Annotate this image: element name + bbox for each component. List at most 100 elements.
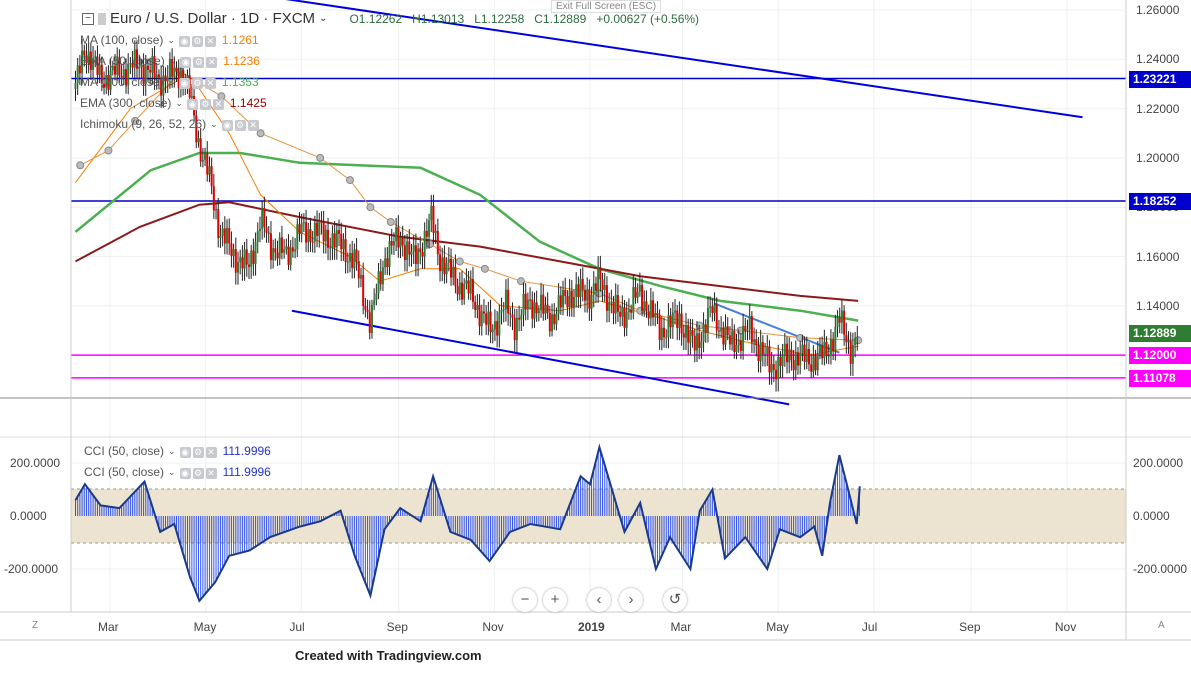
candle — [272, 248, 275, 261]
indicator-label[interactable]: EMA (300, close) — [80, 96, 172, 110]
candle — [309, 229, 312, 242]
close-icon[interactable]: ✕ — [212, 99, 224, 110]
reset-chart-button[interactable]: ↺ — [663, 588, 687, 612]
trendline[interactable] — [291, 309, 790, 406]
collapse-icon[interactable]: − — [82, 12, 94, 25]
candle — [748, 316, 751, 330]
chevron-down-icon[interactable]: ⌄ — [168, 55, 177, 66]
chevron-down-icon[interactable]: ⌄ — [210, 118, 218, 129]
chevron-down-icon[interactable]: ⌄ — [175, 97, 183, 108]
visibility-icon[interactable]: ◉ — [180, 57, 192, 68]
symbol-header: − Euro / U.S. Dollar · 1D · FXCM ⌄ O1.122… — [82, 10, 699, 27]
ema300-line[interactable] — [75, 201, 859, 302]
scroll-forward-button[interactable]: › — [619, 588, 643, 612]
visibility-icon[interactable]: ◉ — [179, 447, 191, 458]
candle — [834, 327, 837, 351]
cci-legend-1[interactable]: CCI (50, close) ⌄ ◉ ⚙ ✕ 111.9996 — [84, 465, 271, 479]
indicator-legend-1[interactable]: EMA (50, close) ⌄ ◉ ⚙ ✕ 1.1236 — [80, 54, 260, 68]
candle — [559, 295, 562, 308]
ma200-line[interactable] — [74, 151, 859, 322]
indicator-label[interactable]: CCI (50, close) — [84, 465, 165, 479]
candle — [478, 305, 481, 327]
candle — [164, 75, 167, 82]
candle — [667, 315, 670, 338]
gear-icon[interactable]: ⚙ — [199, 99, 211, 110]
close-icon[interactable]: ✕ — [206, 57, 218, 68]
cci-legend-0[interactable]: CCI (50, close) ⌄ ◉ ⚙ ✕ 111.9996 — [84, 444, 271, 458]
indicator-controls: ◉ ⚙ ✕ — [178, 33, 218, 47]
close-icon[interactable]: ✕ — [204, 36, 216, 47]
gear-icon[interactable]: ⚙ — [191, 36, 203, 47]
candle — [566, 296, 569, 308]
time-tick-label: 2019 — [578, 620, 605, 634]
gear-icon[interactable]: ⚙ — [234, 120, 246, 131]
chevron-down-icon[interactable]: ⌄ — [319, 13, 328, 24]
trendline[interactable] — [243, 0, 1083, 119]
visibility-icon[interactable]: ◉ — [221, 120, 233, 131]
candle — [770, 364, 773, 373]
candle — [221, 228, 224, 236]
gear-icon[interactable]: ⚙ — [191, 78, 203, 89]
indicator-legend-2[interactable]: MA (200, close) ⌄ ◉ ⚙ ✕ 1.1353 — [80, 75, 259, 89]
gear-icon[interactable]: ⚙ — [192, 468, 204, 479]
indicator-value: 1.1353 — [221, 75, 259, 89]
candle — [757, 345, 760, 361]
candle — [210, 166, 213, 187]
exit-fullscreen-button[interactable]: Exit Full Screen (ESC) — [551, 0, 662, 13]
indicator-label[interactable]: MA (100, close) — [80, 33, 164, 47]
candle — [177, 71, 180, 88]
close-icon[interactable]: ✕ — [204, 78, 216, 89]
indicator-legend-4[interactable]: Ichimoku (9, 26, 52, 26) ⌄ ◉ ⚙ ✕ — [80, 117, 265, 131]
zoom-out-button[interactable]: − — [513, 588, 537, 612]
ichimoku-marker — [131, 116, 140, 125]
candle — [849, 340, 852, 364]
visibility-icon[interactable]: ◉ — [179, 468, 191, 479]
timezone-button[interactable]: Z — [32, 620, 39, 631]
time-tick-label: Mar — [98, 620, 119, 634]
candle — [344, 239, 347, 263]
close-icon[interactable]: ✕ — [205, 447, 217, 458]
chevron-down-icon[interactable]: ⌄ — [168, 466, 176, 477]
visibility-icon[interactable]: ◉ — [178, 78, 190, 89]
candle — [779, 356, 782, 366]
indicator-legend-3[interactable]: EMA (300, close) ⌄ ◉ ⚙ ✕ 1.1425 — [80, 96, 267, 110]
candle — [226, 227, 229, 244]
indicator-label[interactable]: CCI (50, close) — [84, 444, 165, 458]
candle — [676, 310, 679, 328]
candle — [807, 348, 810, 365]
indicator-value: 111.9996 — [222, 444, 271, 458]
candle — [586, 289, 589, 301]
indicator-legend-0[interactable]: MA (100, close) ⌄ ◉ ⚙ ✕ 1.1261 — [80, 33, 259, 47]
chevron-down-icon[interactable]: ⌄ — [168, 445, 176, 456]
candle — [100, 64, 103, 84]
gear-icon[interactable]: ⚙ — [193, 57, 205, 68]
close-icon[interactable]: ✕ — [205, 468, 217, 479]
auto-scale-button[interactable]: A — [1158, 620, 1165, 631]
candle — [283, 249, 286, 253]
indicator-label[interactable]: MA (200, close) — [80, 75, 164, 89]
scroll-back-button[interactable]: ‹ — [587, 588, 611, 612]
chevron-down-icon[interactable]: ⌄ — [167, 76, 175, 87]
visibility-icon[interactable]: ◉ — [178, 36, 190, 47]
chevron-down-icon[interactable]: ⌄ — [167, 34, 175, 45]
visibility-icon[interactable]: ◉ — [186, 99, 198, 110]
candle — [766, 346, 769, 354]
close-icon[interactable]: ✕ — [247, 120, 259, 131]
indicator-label[interactable]: EMA (50, close) — [80, 54, 165, 68]
candle — [742, 326, 745, 351]
candle — [406, 241, 409, 261]
gear-icon[interactable]: ⚙ — [192, 447, 204, 458]
trendline[interactable] — [713, 302, 840, 354]
candle — [634, 287, 637, 298]
candle — [142, 64, 145, 85]
zoom-in-button[interactable]: + — [543, 588, 567, 612]
candle — [250, 250, 253, 267]
candle — [173, 67, 176, 77]
price-tick-label: 1.20000 — [1136, 150, 1180, 165]
indicator-label[interactable]: Ichimoku (9, 26, 52, 26) — [80, 117, 207, 131]
candle — [261, 207, 264, 229]
candle — [535, 302, 538, 314]
cci-line[interactable] — [74, 443, 861, 603]
symbol-title[interactable]: Euro / U.S. Dollar · 1D · FXCM — [110, 10, 316, 27]
